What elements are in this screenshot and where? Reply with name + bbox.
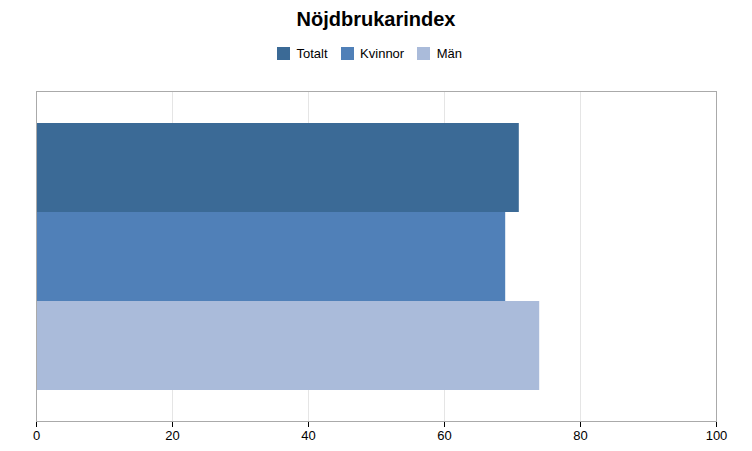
html-text:Nöjdbrukarindex: Nöjdbrukarindex: [296, 8, 456, 30]
svg-text:80: 80: [573, 427, 587, 442]
html-text:Kvinnor: Kvinnor: [360, 46, 405, 61]
svg-text:40: 40: [301, 427, 315, 442]
html-text:Totalt: Totalt: [296, 46, 328, 61]
svg-text:20: 20: [165, 427, 179, 442]
svg-text:100: 100: [706, 427, 728, 442]
svg-text:0: 0: [33, 427, 40, 442]
html-text:Män: Män: [436, 46, 462, 61]
svg-text:60: 60: [437, 427, 451, 442]
